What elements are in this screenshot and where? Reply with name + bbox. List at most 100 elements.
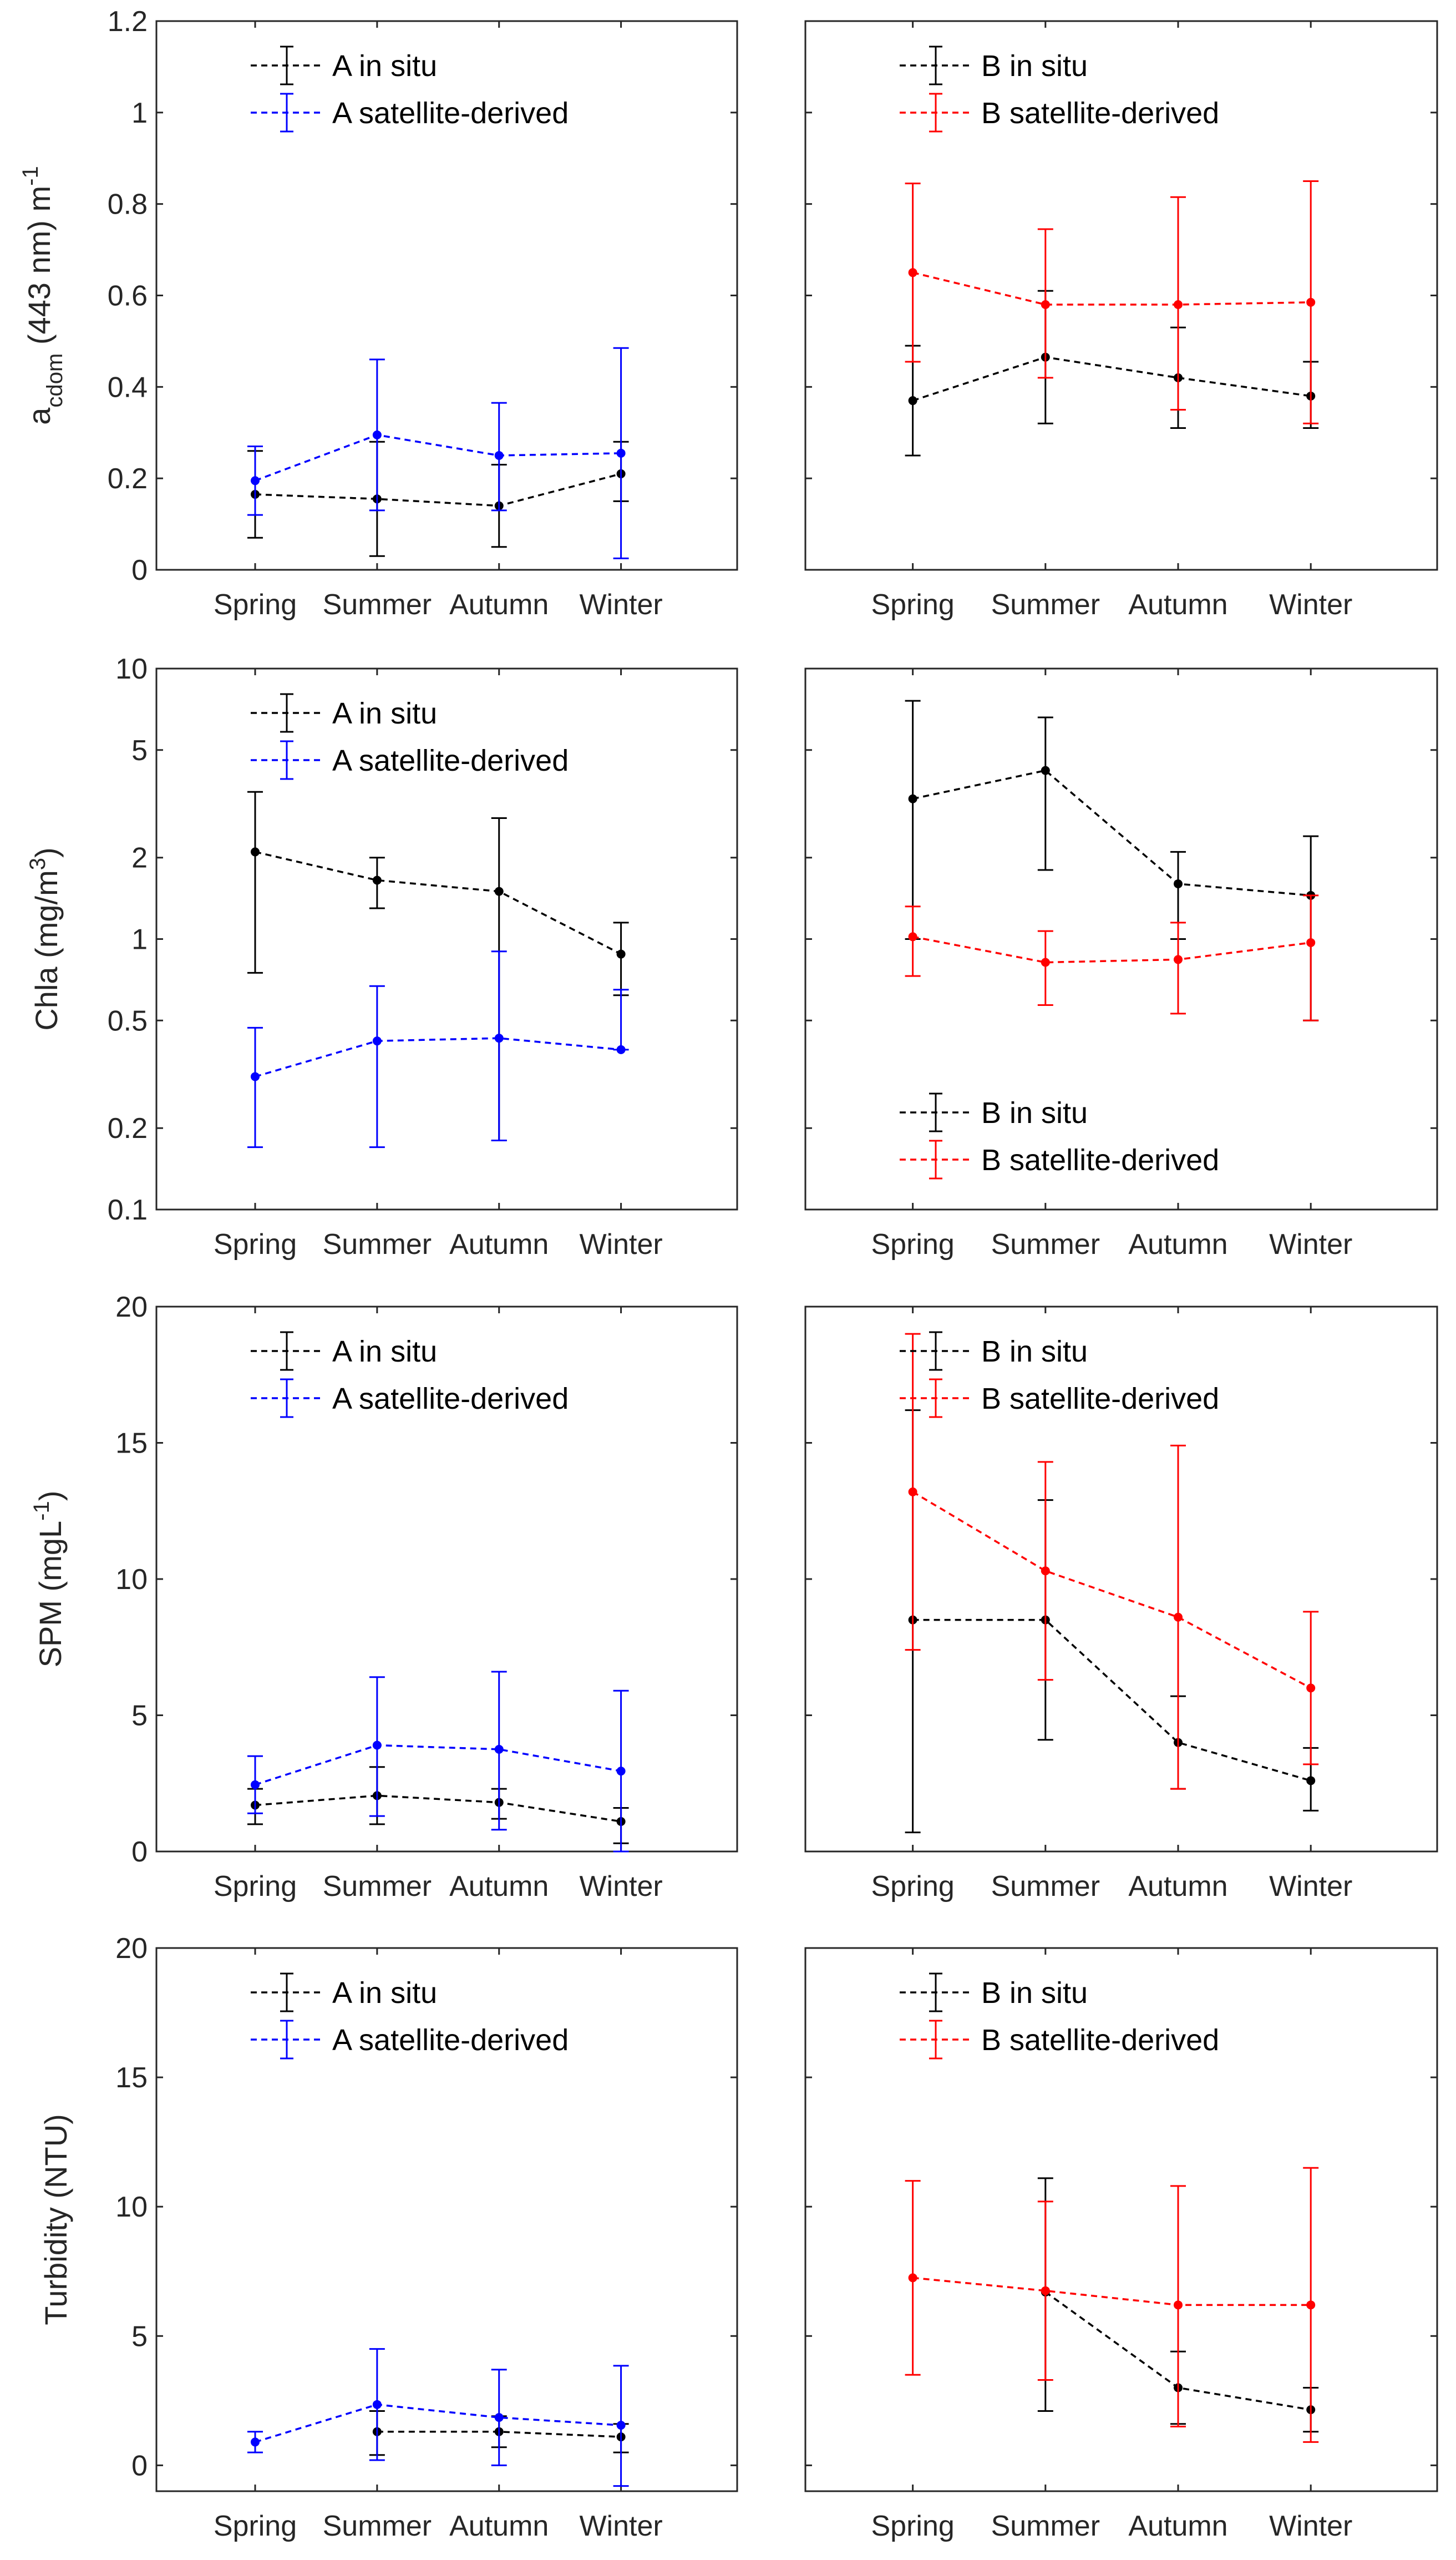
data-point xyxy=(372,876,382,885)
axes-box xyxy=(804,1947,1438,2492)
x-tick-label: Summer xyxy=(991,1870,1100,1903)
data-point xyxy=(908,268,917,277)
x-tick-label: Spring xyxy=(871,589,954,621)
y-tick-label: 1 xyxy=(131,97,148,129)
data-point xyxy=(1174,300,1183,309)
legend-label: B satellite-derived xyxy=(981,97,1219,130)
legend-entry: A satellite-derived xyxy=(251,1378,569,1418)
y-tick-label: 20 xyxy=(115,1291,148,1323)
series-a-satellite-derived xyxy=(247,2348,629,2487)
panel-row1-left: 0 0.2 0.4 0.6 0.8 1 1.2 Spring Summer Autumn Winte… xyxy=(18,6,738,621)
series-b-satellite-derived xyxy=(905,894,1319,1021)
y-axis-label: Turbidity (NTU) xyxy=(38,2114,73,2325)
axes-box xyxy=(155,1947,738,2492)
legend-entry: A satellite-derived xyxy=(251,2020,569,2060)
x-tick-label: Winter xyxy=(579,1870,662,1903)
data-point xyxy=(1041,2286,1050,2295)
data-point xyxy=(250,1780,260,1789)
data-point xyxy=(494,1034,504,1043)
series-line xyxy=(255,851,622,955)
x-tick-label: Winter xyxy=(1269,1228,1352,1261)
x-tick-label: Autumn xyxy=(449,1870,549,1903)
x-tick-label: Spring xyxy=(871,1870,954,1903)
data-point xyxy=(1174,2300,1183,2310)
series-a-satellite-derived xyxy=(247,1671,629,1853)
data-point xyxy=(250,476,260,485)
x-tick-label: Winter xyxy=(1269,2510,1352,2542)
x-tick-label: Autumn xyxy=(1128,1870,1227,1903)
series-line xyxy=(255,1037,621,1078)
data-point xyxy=(908,794,917,803)
legend-entry: A satellite-derived xyxy=(251,740,569,780)
legend-entry: A in situ xyxy=(251,1972,437,2012)
y-tick-label: 2 xyxy=(131,842,148,874)
y-tick-label: 0.2 xyxy=(108,1112,148,1145)
data-point xyxy=(908,396,917,406)
data-point xyxy=(494,451,504,460)
panel-row2-right: Spring Summer Autumn Winter B in situ B satel… xyxy=(804,667,1438,1261)
x-tick-label: Spring xyxy=(214,1870,297,1903)
data-point xyxy=(616,1767,626,1776)
data-point xyxy=(1306,938,1316,947)
legend-label: A in situ xyxy=(332,1335,437,1368)
legend-entry: A in situ xyxy=(251,1331,437,1371)
x-tick-label: Summer xyxy=(323,1870,432,1903)
x-tick-label: Spring xyxy=(871,2510,954,2542)
x-tick-label: Autumn xyxy=(449,1228,549,1261)
x-tick-label: Autumn xyxy=(1128,2510,1227,2542)
legend-entry: B satellite-derived xyxy=(900,93,1219,133)
legend-entry: A in situ xyxy=(251,45,437,85)
data-point xyxy=(1041,766,1050,775)
x-tick-label: Spring xyxy=(214,589,297,621)
series-b-satellite-derived xyxy=(905,2167,1319,2443)
series-line xyxy=(255,473,622,507)
legend-label: A satellite-derived xyxy=(332,744,569,777)
data-point xyxy=(1306,1776,1316,1785)
data-point xyxy=(494,887,504,896)
legend-entry: A in situ xyxy=(251,693,437,733)
data-point xyxy=(372,1741,382,1750)
y-tick-label: 5 xyxy=(131,735,148,767)
x-tick-label: Summer xyxy=(323,589,432,621)
y-tick-label: 0 xyxy=(131,1836,148,1868)
y-tick-label: 10 xyxy=(115,2191,148,2223)
y-axis-label: acdom (443 nm) m-1 xyxy=(18,166,67,424)
series-line xyxy=(255,2404,621,2443)
x-tick-label: Autumn xyxy=(1128,589,1227,621)
x-tick-label: Winter xyxy=(579,2510,662,2542)
legend-entry: B in situ xyxy=(900,1331,1088,1371)
legend-label: A in situ xyxy=(332,1976,437,2010)
data-point xyxy=(250,1072,260,1081)
axes-box xyxy=(804,667,1438,1211)
data-point xyxy=(616,949,626,959)
series-line xyxy=(912,2276,1311,2306)
legend-label: A satellite-derived xyxy=(332,97,569,130)
data-point xyxy=(250,2437,260,2447)
data-point xyxy=(250,847,260,857)
x-tick-label: Spring xyxy=(871,1228,954,1261)
data-point xyxy=(616,1045,626,1054)
legend-entry: B satellite-derived xyxy=(900,1378,1219,1418)
y-tick-label: 20 xyxy=(115,1932,148,1965)
y-tick-label: 0.2 xyxy=(108,463,148,495)
panel-row4-right: Spring Summer Autumn Winter B in situ B satel… xyxy=(804,1947,1438,2542)
legend-label: B satellite-derived xyxy=(981,1144,1219,1177)
data-point xyxy=(372,1036,382,1046)
series-line xyxy=(912,769,1311,897)
legend-label: A in situ xyxy=(332,49,437,83)
panel-row3-left: 0 5 10 15 20 Spring Summer Autumn Winter SPM (mgL… xyxy=(29,1291,738,1903)
legend-label: B satellite-derived xyxy=(981,1382,1219,1415)
series-line xyxy=(912,1618,1311,1782)
legend-entry: A satellite-derived xyxy=(251,93,569,133)
x-tick-label: Winter xyxy=(579,589,662,621)
y-tick-label: 10 xyxy=(115,1564,148,1596)
axes-box xyxy=(155,667,738,1211)
series-line xyxy=(255,434,621,482)
data-point xyxy=(494,1744,504,1754)
legend-entry: B in situ xyxy=(900,45,1088,85)
x-tick-label: Spring xyxy=(214,1228,297,1261)
y-axis-label: Chla (mg/m3) xyxy=(26,847,64,1030)
series-a-satellite-derived xyxy=(247,347,629,559)
y-tick-label: 0.4 xyxy=(108,371,148,403)
